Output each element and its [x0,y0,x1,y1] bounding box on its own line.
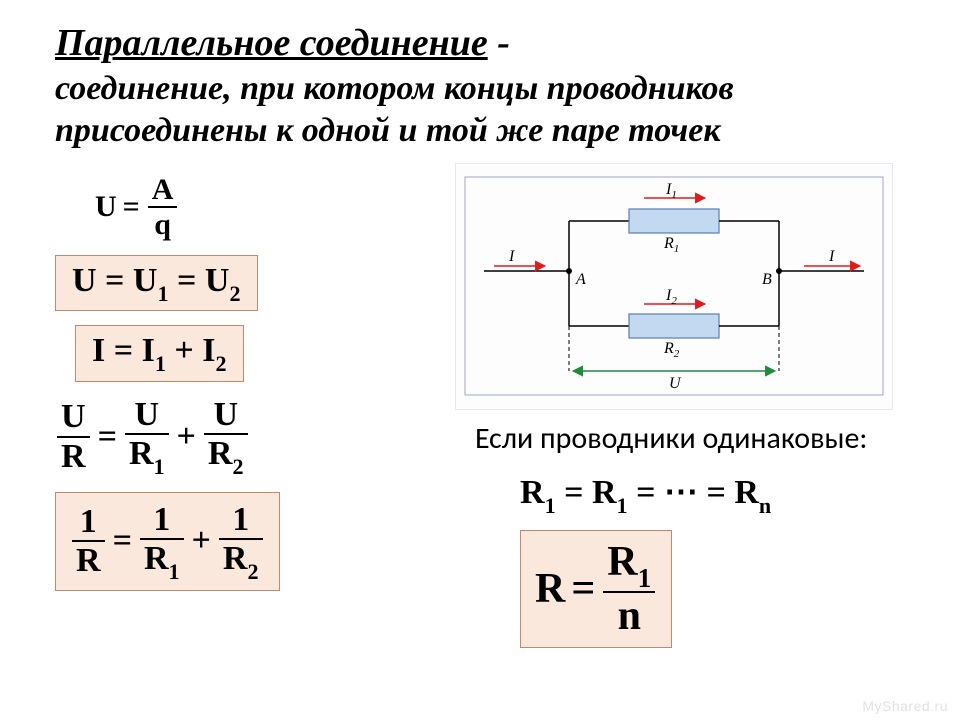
sub-1b: 1 [155,351,166,376]
frac-1R1: 1 R1 [140,501,184,582]
formula-UR-sum: U R = U R1 + U R2 [55,396,250,477]
label-I-in: I [508,248,515,265]
Rlhs: R [535,565,565,613]
formula-voltage-equal: U = U1 = U2 [55,255,258,312]
eq-sign3: = [571,565,595,613]
sub-2b: 2 [216,351,227,376]
formulas-column: U = A q U = U1 = U2 I = I1 + I2 U R [55,163,455,662]
eq-sign2: = [113,522,132,560]
part-eqU: = U [169,262,230,299]
num-A: A [148,173,178,208]
title-main: Параллельное соединение [55,22,488,64]
den-q: q [148,208,178,241]
d1: R [57,438,90,475]
rbs: 1 [617,493,628,518]
d2: R1 [125,435,169,477]
sym-eq: = [123,190,140,224]
d3bs: 2 [247,559,258,584]
node-B [776,268,782,274]
title-sub: соединение, при котором концы проводнико… [55,70,734,150]
n1b: 1 [72,503,105,542]
plus-sign2: + [192,522,211,560]
formula-current-sum: I = I1 + I2 [75,325,244,382]
rcs: n [759,493,771,518]
d2s: 1 [154,454,165,479]
watermark: MyShared.ru [862,698,948,714]
frac-1R: 1 R [72,503,105,580]
frac-UR2: U R2 [204,396,248,477]
frac-UR1: U R1 [125,396,169,477]
d2b: R1 [140,540,184,582]
if-conductors-equal-text: Если проводники одинаковые: [465,420,920,457]
part-II: I = I [92,332,155,369]
n3b: 1 [219,501,263,540]
right-formulas: R1 = R1 = ⋯ = Rn R = R1 n [465,472,920,662]
rb: = R [556,474,617,511]
label-I-out: I [828,248,835,265]
formula-R-equal: R1 = R1 = ⋯ = Rn [520,472,771,517]
sub-2: 2 [229,281,240,306]
right-column: I I I1 I2 R1 R2 A B U Если проводники од… [455,163,920,662]
node-A [566,268,572,274]
formula-inverse-R: 1 R = 1 R1 + 1 R2 [55,492,280,591]
ras: 1 [545,493,556,518]
sym-U: U [95,190,117,224]
n2b: 1 [140,501,184,540]
n2: U [125,396,169,435]
d2ba: R [144,540,169,577]
d3: R2 [204,435,248,477]
numR1a: R [607,539,637,585]
d3a: R [208,435,233,472]
d3b: R2 [219,540,263,582]
formula-voltage-def: U = A q [95,173,179,241]
numR1s: 1 [638,563,652,593]
title-block: Параллельное соединение - соединение, пр… [0,0,960,163]
frac-UR: U R [57,398,90,475]
frac-1R2: 1 R2 [219,501,263,582]
label-B: B [762,271,772,288]
formula-R-total: R = R1 n [520,530,672,648]
n1: U [57,398,90,437]
label-A: A [575,271,586,288]
label-U: U [669,375,682,392]
content-row: U = A q U = U1 = U2 I = I1 + I2 U R [0,163,960,662]
d2a: R [129,435,154,472]
resistor-R2 [629,314,719,338]
n3: U [204,396,248,435]
d3s: 2 [232,454,243,479]
label-R2: R2 [663,340,680,360]
frac-R1n: R1 n [603,539,655,639]
resistor-R1 [629,209,719,233]
circuit-svg: I I I1 I2 R1 R2 A B U [464,176,884,396]
plus-sign: + [177,418,196,456]
d3ba: R [223,540,248,577]
den-n: n [603,593,655,639]
sub-1: 1 [157,281,168,306]
numR1: R1 [603,539,655,592]
d1b: R [72,542,105,579]
rc: = ⋯ = R [628,474,759,511]
ra: R [520,474,545,511]
circuit-diagram: I I I1 I2 R1 R2 A B U [455,163,893,410]
d2bs: 1 [169,559,180,584]
label-R1: R1 [663,235,679,255]
part-UU: U = U [72,262,157,299]
title-dash: - [488,22,510,64]
eq-sign: = [98,418,117,456]
part-plusI: + I [166,332,216,369]
frac-Aq: A q [148,173,178,241]
